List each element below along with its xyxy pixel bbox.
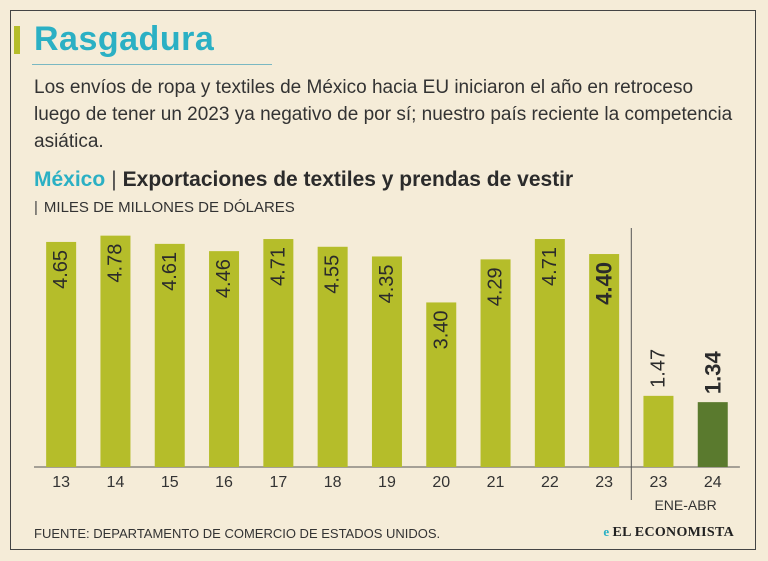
value-label-3: 4.46 bbox=[213, 259, 235, 298]
bar-12 bbox=[697, 402, 728, 467]
category-label-0: 13 bbox=[52, 474, 70, 491]
subtitle-country: México bbox=[34, 168, 106, 191]
bar-4 bbox=[263, 239, 294, 467]
bar-7 bbox=[426, 302, 457, 467]
source-note: FUENTE: DEPARTAMENTO DE COMERCIO DE ESTA… bbox=[34, 526, 441, 541]
title-accent-mark bbox=[14, 26, 20, 54]
category-label-12: 24 bbox=[704, 474, 722, 491]
category-label-11: 23 bbox=[650, 474, 668, 491]
units-text: MILES DE MILLONES DE DÓLARES bbox=[43, 199, 295, 216]
value-label-0: 4.65 bbox=[50, 250, 72, 289]
intro-text: Los envíos de ropa y textiles de México … bbox=[34, 77, 733, 152]
subtitle-description: Exportaciones de textiles y prendas de v… bbox=[122, 168, 574, 191]
value-label-5: 4.55 bbox=[322, 255, 344, 294]
group-label: ENE-ABR bbox=[654, 497, 716, 513]
bar-0 bbox=[46, 241, 77, 467]
bar-10 bbox=[589, 254, 620, 467]
units-label: | MILES DE MILLONES DE DÓLARES bbox=[34, 199, 295, 216]
value-label-11: 1.47 bbox=[647, 349, 669, 388]
category-label-9: 22 bbox=[541, 474, 559, 491]
category-label-2: 15 bbox=[161, 474, 179, 491]
value-label-6: 4.35 bbox=[376, 264, 398, 303]
category-label-1: 14 bbox=[107, 474, 125, 491]
category-label-10: 23 bbox=[595, 474, 613, 491]
value-label-10: 4.40 bbox=[592, 262, 617, 305]
category-label-4: 17 bbox=[269, 474, 287, 491]
value-label-12: 1.34 bbox=[700, 351, 725, 395]
units-divider: | bbox=[34, 199, 38, 216]
category-label-6: 19 bbox=[378, 474, 396, 491]
bar-9 bbox=[534, 239, 565, 467]
publisher-logo: e EL ECONOMISTA bbox=[603, 524, 734, 541]
bar-1 bbox=[100, 235, 131, 467]
value-label-4: 4.71 bbox=[267, 247, 289, 286]
value-label-7: 3.40 bbox=[430, 310, 452, 349]
bar-6 bbox=[371, 256, 402, 467]
value-label-2: 4.61 bbox=[159, 252, 181, 291]
chart-subtitle: México | Exportaciones de textiles y prend… bbox=[34, 168, 573, 192]
bar-3 bbox=[209, 251, 240, 467]
bar-11 bbox=[643, 395, 674, 467]
logo-text: EL ECONOMISTA bbox=[612, 525, 734, 540]
infographic-frame bbox=[10, 10, 756, 550]
logo-mark-icon: e bbox=[603, 524, 610, 539]
headline-rule bbox=[32, 64, 272, 65]
subtitle-separator: | bbox=[111, 168, 117, 191]
value-label-8: 4.29 bbox=[485, 267, 507, 306]
category-label-8: 21 bbox=[487, 474, 505, 491]
category-label-7: 20 bbox=[432, 474, 450, 491]
headline: Rasgadura bbox=[34, 20, 215, 58]
bar-8 bbox=[480, 259, 511, 467]
category-label-3: 16 bbox=[215, 474, 233, 491]
bar-2 bbox=[154, 243, 185, 467]
bar-5 bbox=[317, 246, 348, 467]
category-label-5: 18 bbox=[324, 474, 342, 491]
value-label-1: 4.78 bbox=[104, 244, 126, 283]
value-label-9: 4.71 bbox=[539, 247, 561, 286]
